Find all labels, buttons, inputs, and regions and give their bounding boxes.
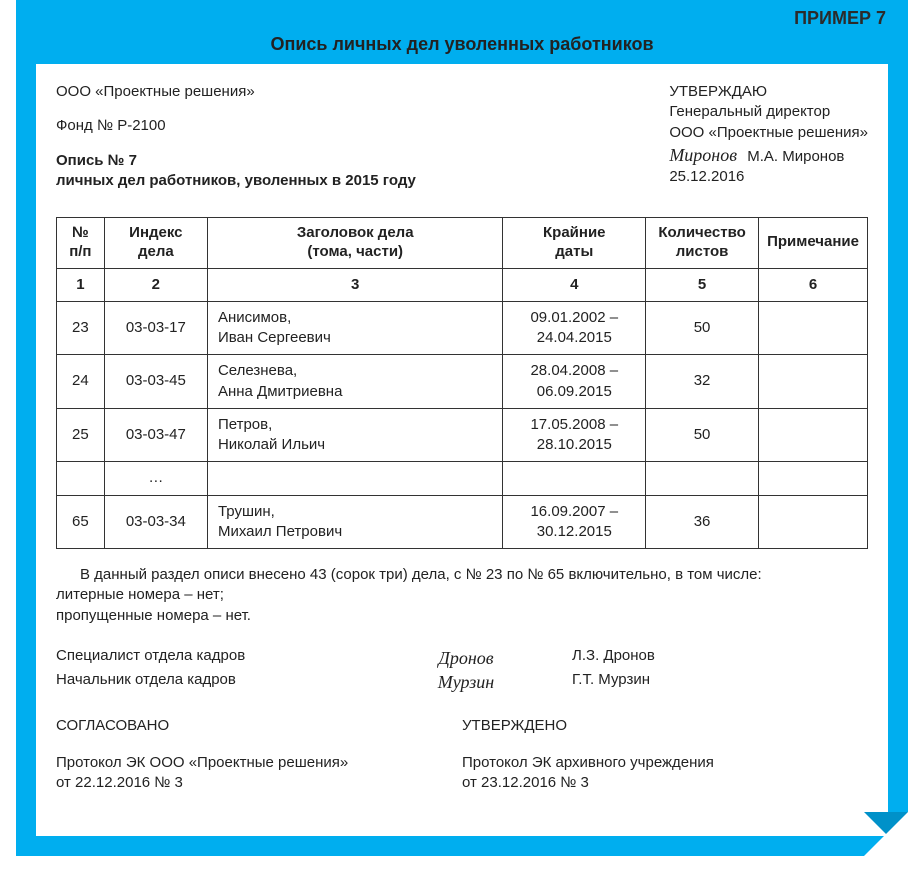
org-name: ООО «Проектные решения» (56, 82, 416, 102)
approval-left-line1: Протокол ЭК ООО «Проектные решения» (56, 753, 462, 773)
approval-left: СОГЛАСОВАНО Протокол ЭК ООО «Проектные р… (56, 716, 462, 793)
signature-row: Специалист отдела кадров Дронов Л.З. Дро… (56, 646, 868, 670)
th-title: Заголовок дела(тома, части) (207, 218, 503, 269)
table-row: 2503-03-47Петров,Николай Ильич17.05.2008… (57, 408, 868, 462)
th-index: Индексдела (104, 218, 207, 269)
cell-dates: 17.05.2008 –28.10.2015 (503, 408, 646, 462)
cell-sheets: 50 (646, 301, 759, 355)
cell-index: 03-03-34 (104, 495, 207, 549)
table-row: 6503-03-34Трушин,Михаил Петрович16.09.20… (57, 495, 868, 549)
cell-note (759, 408, 868, 462)
notes-line3: пропущенные номера – нет. (56, 606, 868, 626)
table-row: 2403-03-45Селезнева,Анна Дмитриевна28.04… (57, 355, 868, 409)
example-label: ПРИМЕР 7 (794, 8, 886, 29)
cell-title: Петров,Николай Ильич (207, 408, 503, 462)
cell-sheets: 32 (646, 355, 759, 409)
fund-no: Фонд № Р-2100 (56, 116, 416, 136)
th-dates: Крайниедаты (503, 218, 646, 269)
cell-dates: 09.01.2002 –24.04.2015 (503, 301, 646, 355)
th-n: №п/п (57, 218, 105, 269)
approval-right-line1: Протокол ЭК архивного учреждения (462, 753, 868, 773)
cell-note (759, 495, 868, 549)
cell-n (57, 462, 105, 495)
cell-n: 24 (57, 355, 105, 409)
colnum: 3 (207, 268, 503, 301)
approval-right-line2: от 23.12.2016 № 3 (462, 773, 868, 793)
approve-name: М.А. Миронов (747, 148, 844, 165)
th-note: Примечание (759, 218, 868, 269)
approval-block: УТВЕРЖДАЮ Генеральный директор ООО «Прое… (669, 82, 868, 205)
approve-position: Генеральный директор (669, 102, 868, 122)
th-sheets: Количестволистов (646, 218, 759, 269)
page: ООО «Проектные решения» Фонд № Р-2100 Оп… (36, 64, 888, 836)
approve-signature-line: Миронов М.А. Миронов (669, 143, 868, 167)
colnum: 2 (104, 268, 207, 301)
page-curl-icon (864, 812, 908, 856)
cell-title: Селезнева,Анна Дмитриевна (207, 355, 503, 409)
header-left: ООО «Проектные решения» Фонд № Р-2100 Оп… (56, 82, 416, 205)
cell-note (759, 462, 868, 495)
approve-signature-script: Миронов (669, 145, 737, 165)
approvals-row: СОГЛАСОВАНО Протокол ЭК ООО «Проектные р… (56, 716, 868, 793)
approval-right-head: УТВЕРЖДЕНО (462, 716, 868, 736)
colnum: 5 (646, 268, 759, 301)
cell-note (759, 301, 868, 355)
cell-sheets: 50 (646, 408, 759, 462)
signatures-block: Специалист отдела кадров Дронов Л.З. Дро… (56, 646, 868, 695)
table-body: 2303-03-17Анисимов,Иван Сергеевич09.01.2… (57, 301, 868, 548)
colnum: 6 (759, 268, 868, 301)
document-frame: ПРИМЕР 7 Опись личных дел уволенных рабо… (16, 0, 908, 856)
signature-script: Мурзин (366, 670, 566, 694)
cell-index: … (104, 462, 207, 495)
cell-dates: 16.09.2007 –30.12.2015 (503, 495, 646, 549)
signature-name: Г.Т. Мурзин (572, 670, 772, 694)
signature-role: Специалист отдела кадров (56, 646, 366, 670)
notes-line2: литерные номера – нет; (56, 585, 868, 605)
cell-sheets (646, 462, 759, 495)
header-row: ООО «Проектные решения» Фонд № Р-2100 Оп… (56, 82, 868, 205)
approval-left-line2: от 22.12.2016 № 3 (56, 773, 462, 793)
signature-name: Л.З. Дронов (572, 646, 772, 670)
table-header-row: №п/п Индексдела Заголовок дела(тома, час… (57, 218, 868, 269)
approval-left-head: СОГЛАСОВАНО (56, 716, 462, 736)
cell-n: 25 (57, 408, 105, 462)
signature-script: Дронов (366, 646, 566, 670)
doc-title: Опись личных дел уволенных работников (16, 34, 908, 55)
approve-org: ООО «Проектные решения» (669, 123, 868, 143)
cell-index: 03-03-17 (104, 301, 207, 355)
cell-dates: 28.04.2008 –06.09.2015 (503, 355, 646, 409)
summary-notes: В данный раздел описи внесено 43 (сорок … (56, 565, 868, 626)
cell-index: 03-03-47 (104, 408, 207, 462)
approve-word: УТВЕРЖДАЮ (669, 82, 868, 102)
cell-note (759, 355, 868, 409)
cell-title: Трушин,Михаил Петрович (207, 495, 503, 549)
cell-title: Анисимов,Иван Сергеевич (207, 301, 503, 355)
opis-number: Опись № 7 (56, 151, 416, 171)
colnum: 4 (503, 268, 646, 301)
cell-index: 03-03-45 (104, 355, 207, 409)
cell-sheets: 36 (646, 495, 759, 549)
signature-role: Начальник отдела кадров (56, 670, 366, 694)
signature-row: Начальник отдела кадров Мурзин Г.Т. Мурз… (56, 670, 868, 694)
approve-date: 25.12.2016 (669, 167, 868, 187)
cell-n: 65 (57, 495, 105, 549)
cell-title (207, 462, 503, 495)
table-row: 2303-03-17Анисимов,Иван Сергеевич09.01.2… (57, 301, 868, 355)
table-row: … (57, 462, 868, 495)
notes-line1: В данный раздел описи внесено 43 (сорок … (56, 565, 868, 585)
opis-subtitle: личных дел работников, уволенных в 2015 … (56, 171, 416, 191)
cell-dates (503, 462, 646, 495)
table-colnum-row: 1 2 3 4 5 6 (57, 268, 868, 301)
colnum: 1 (57, 268, 105, 301)
approval-right: УТВЕРЖДЕНО Протокол ЭК архивного учрежде… (462, 716, 868, 793)
cases-table: №п/п Индексдела Заголовок дела(тома, час… (56, 217, 868, 549)
cell-n: 23 (57, 301, 105, 355)
